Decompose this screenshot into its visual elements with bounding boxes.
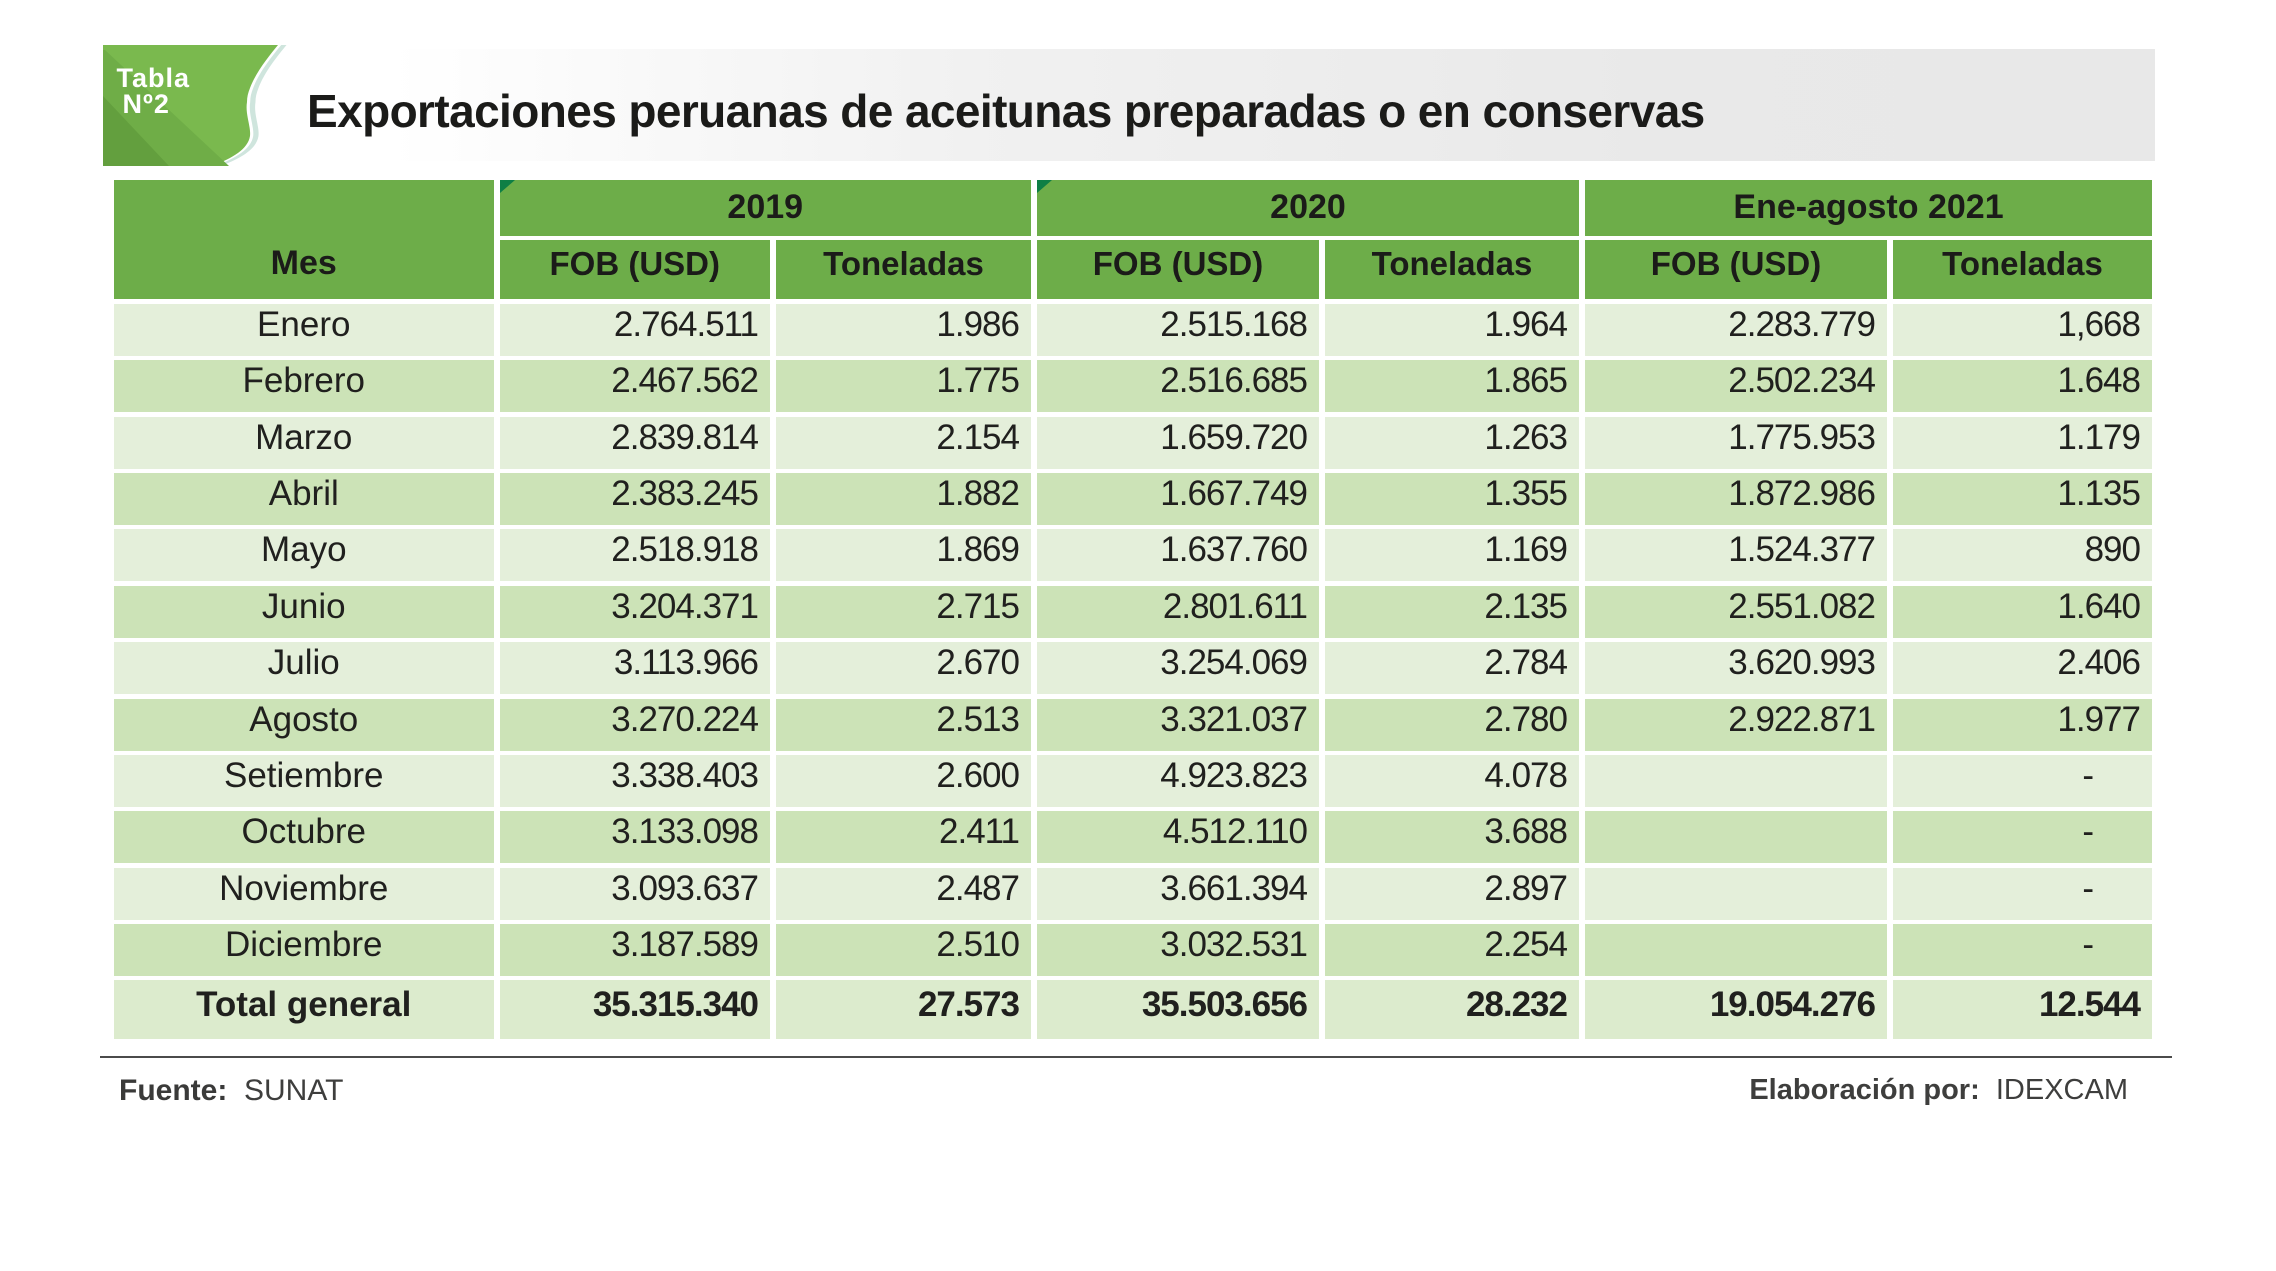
svg-text:Tabla: Tabla [117,63,191,93]
svg-text:Nº2: Nº2 [123,89,170,119]
